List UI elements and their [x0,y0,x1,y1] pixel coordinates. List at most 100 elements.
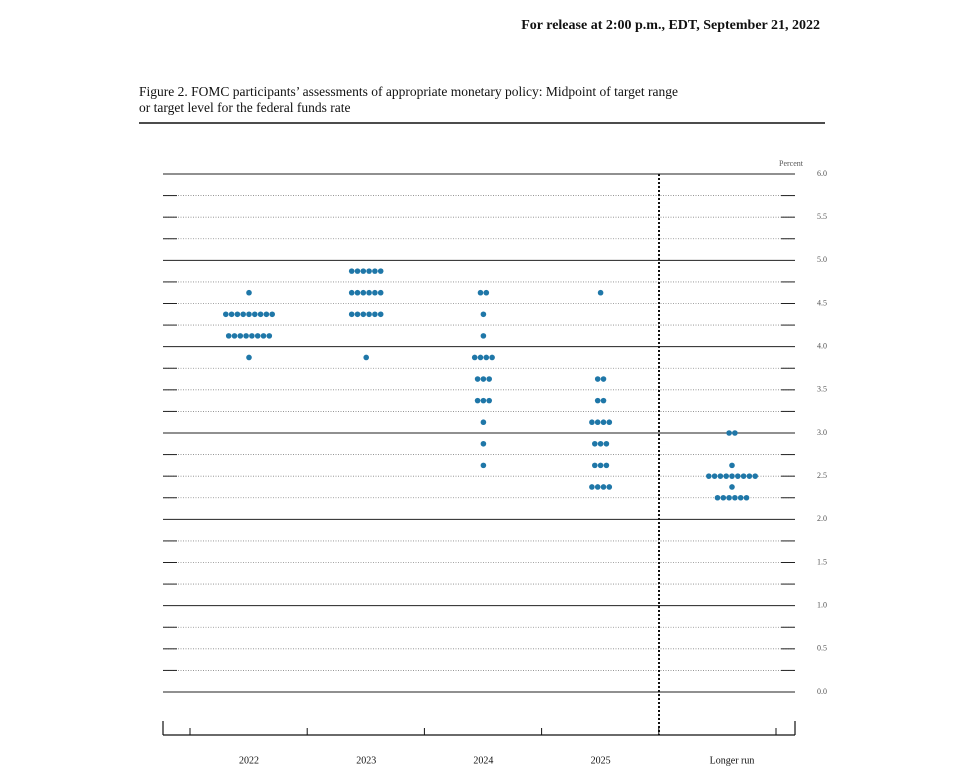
dot [597,440,604,447]
dot [474,397,481,404]
dot [377,268,384,274]
dot [489,354,495,361]
dot [348,289,355,296]
dot [732,430,738,436]
y-tick-label: 3.0 [817,428,827,437]
dot [254,333,261,339]
y-tick-label: 1.5 [817,557,827,566]
dot [237,333,244,339]
dot [746,473,753,479]
dot [223,311,229,318]
dot [348,311,355,318]
dot [592,462,598,469]
dot [240,311,246,318]
dot [726,494,732,501]
y-axis-label: Percent [779,159,804,168]
dot [729,484,735,490]
dot [231,333,238,339]
dot [348,268,355,274]
y-tick-label: 4.0 [817,341,827,350]
y-tick-label: 1.0 [817,600,827,609]
dot [246,311,252,318]
dot [743,494,750,501]
x-tick-label: Longer run [710,755,755,766]
dot [726,430,732,436]
dot [480,419,487,426]
dot [480,311,487,318]
dot [372,289,378,296]
dot [592,440,598,447]
dot [480,462,487,469]
dot [372,311,378,318]
dot [735,473,741,479]
dot [711,473,718,479]
dot [723,473,729,479]
dot [717,473,724,479]
dot [228,311,235,318]
dot [600,484,607,490]
dot [257,311,264,318]
dot [606,419,613,426]
dot [729,473,735,479]
y-tick-label: 2.0 [817,514,827,523]
dot [249,333,255,339]
y-tick-label: 5.5 [817,212,827,221]
dot [266,333,273,339]
y-tick-label: 0.5 [817,644,827,653]
dot [720,494,727,501]
dot [234,311,241,318]
dot [706,473,712,479]
dot [243,333,249,339]
dot [354,289,361,296]
dot [594,376,601,382]
dot [603,440,610,447]
y-tick-label: 5.0 [817,255,827,264]
dot [360,311,367,318]
y-tick-label: 4.5 [817,298,827,307]
dot [480,397,487,404]
dot [589,419,595,426]
dot [483,289,490,296]
dot [600,397,607,404]
dot [225,333,232,339]
chart-title: or target level for the federal funds ra… [139,100,351,115]
dot [729,462,735,469]
dot [269,311,276,318]
dot [486,376,493,382]
dot [597,462,604,469]
dot [474,376,481,382]
dot [252,311,258,318]
dot [260,333,267,339]
dot [594,419,601,426]
dot [486,397,493,404]
dot [246,354,252,361]
release-header: For release at 2:00 p.m., EDT, September… [521,18,820,33]
dot [360,268,367,274]
dot [471,354,478,361]
dot [594,484,601,490]
y-tick-label: 6.0 [817,169,827,178]
dot [480,333,487,339]
dot [597,289,604,296]
y-tick-label: 3.5 [817,385,827,394]
dot [737,494,744,501]
dot [366,268,372,274]
dot [714,494,721,501]
dot [480,376,487,382]
dot [477,289,484,296]
dot [603,462,610,469]
dot [366,311,372,318]
dot [263,311,270,318]
dot [246,289,252,296]
dot [377,289,384,296]
dot [752,473,758,479]
dot [600,376,607,382]
dot [366,289,372,296]
dot [360,289,367,296]
dot [594,397,601,404]
x-tick-label: 2024 [473,755,493,766]
x-tick-label: 2022 [239,755,259,766]
dot [600,419,607,426]
dot [354,311,361,318]
